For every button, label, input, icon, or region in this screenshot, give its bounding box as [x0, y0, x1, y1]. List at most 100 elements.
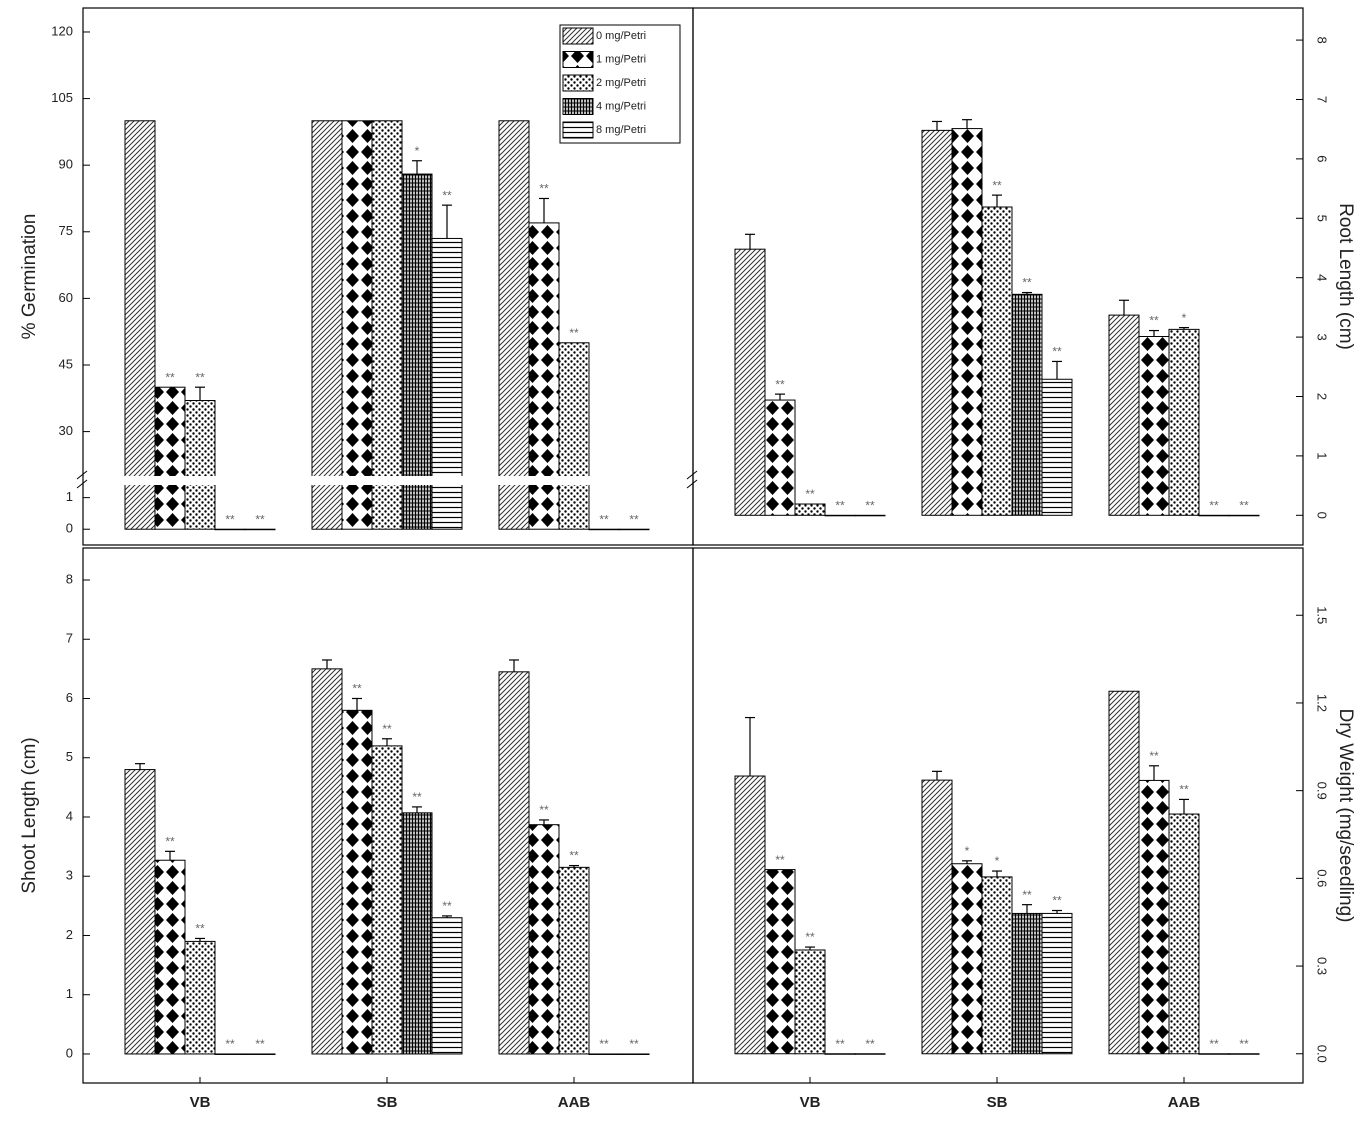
y-tick-label: 120	[51, 23, 73, 38]
significance-label: **	[1209, 498, 1219, 512]
y-tick-label: 2	[1315, 393, 1330, 400]
significance-label: **	[629, 1037, 639, 1051]
bar	[371, 120, 403, 530]
significance-label: *	[415, 144, 420, 158]
x-tick-label: SB	[987, 1094, 1008, 1111]
significance-label: **	[195, 922, 205, 936]
legend-label: 1 mg/Petri	[596, 53, 646, 65]
significance-label: **	[992, 178, 1002, 192]
bar	[794, 503, 826, 516]
x-tick-label: AAB	[558, 1094, 591, 1111]
y-tick-label: 8	[66, 571, 73, 586]
bar	[588, 528, 620, 531]
significance-label: **	[569, 326, 579, 340]
bar	[154, 859, 186, 1055]
y-tick-label: 7	[1315, 96, 1330, 103]
significance-label: **	[412, 790, 422, 804]
legend-swatch	[562, 74, 594, 92]
significance-label: **	[569, 849, 579, 863]
significance-label: **	[255, 1037, 265, 1051]
significance-label: **	[1052, 894, 1062, 908]
bar	[371, 745, 403, 1055]
bar	[558, 342, 590, 530]
y-tick-label: 5	[66, 749, 73, 764]
bar	[1041, 378, 1073, 516]
significance-label: *	[1182, 311, 1187, 325]
bar	[401, 173, 433, 530]
legend-swatch	[562, 27, 594, 45]
bar	[588, 1053, 620, 1055]
significance-label: **	[599, 1037, 609, 1051]
significance-label: **	[1022, 276, 1032, 290]
bar	[1138, 779, 1170, 1055]
y-tick-label: 0.0	[1315, 1045, 1330, 1063]
y-tick-label: 6	[66, 690, 73, 705]
significance-label: **	[352, 682, 362, 696]
bar	[431, 917, 463, 1055]
bar	[1138, 335, 1170, 516]
significance-label: **	[165, 370, 175, 384]
y-tick-label: 5	[1315, 215, 1330, 222]
y-tick-label: 3	[1315, 333, 1330, 340]
significance-label: **	[1149, 314, 1159, 328]
significance-label: **	[442, 899, 452, 913]
axis-break-mark	[76, 470, 88, 480]
bar	[1228, 1053, 1260, 1055]
bar	[214, 1053, 246, 1055]
bar	[1228, 514, 1260, 517]
bar	[244, 1053, 276, 1055]
y-tick-label: 0.9	[1315, 782, 1330, 800]
y-tick-label: 1	[66, 986, 73, 1001]
axis-break-mark	[686, 470, 698, 480]
significance-label: *	[995, 854, 1000, 868]
y-tick-label: 2	[66, 927, 73, 942]
bar	[824, 1053, 856, 1055]
bar	[124, 120, 156, 530]
bar	[981, 876, 1013, 1055]
significance-label: **	[805, 487, 815, 501]
significance-label: **	[225, 1037, 235, 1051]
significance-label: **	[805, 930, 815, 944]
bar	[184, 940, 216, 1055]
bar	[1198, 514, 1230, 517]
bar	[214, 528, 246, 531]
bar	[1168, 328, 1200, 516]
bar	[764, 869, 796, 1055]
axis-break-gap	[81, 476, 691, 485]
y-tick-label: 0	[66, 521, 73, 536]
bar	[618, 528, 650, 531]
y-tick-label: 0	[66, 1045, 73, 1060]
y-tick-label: 0	[1315, 512, 1330, 519]
y-tick-label: 45	[59, 356, 73, 371]
bar	[1198, 1053, 1230, 1055]
bar	[1108, 690, 1140, 1055]
bar	[1011, 293, 1043, 516]
significance-label: *	[965, 844, 970, 858]
bar	[1108, 314, 1140, 516]
bar	[921, 129, 953, 516]
plot-frame	[692, 7, 1304, 546]
significance-label: **	[165, 835, 175, 849]
bar	[854, 1053, 886, 1055]
bar	[734, 248, 766, 516]
y-tick-label: 8	[1315, 36, 1330, 43]
bar	[854, 514, 886, 517]
bar	[311, 120, 343, 530]
y-tick-label: 1	[1315, 452, 1330, 459]
significance-label: **	[865, 498, 875, 512]
bar	[498, 671, 530, 1055]
y-tick-label: 105	[51, 90, 73, 105]
significance-label: **	[865, 1037, 875, 1051]
bar	[341, 120, 373, 530]
legend-label: 2 mg/Petri	[596, 77, 646, 89]
bar	[1011, 912, 1043, 1055]
legend-label: 8 mg/Petri	[596, 124, 646, 136]
x-tick-label: SB	[377, 1094, 398, 1111]
significance-label: **	[1239, 1037, 1249, 1051]
y-tick-label: 1.2	[1315, 694, 1330, 712]
y-axis-label: % Germination	[19, 214, 40, 340]
bar	[764, 399, 796, 516]
bar	[981, 206, 1013, 516]
